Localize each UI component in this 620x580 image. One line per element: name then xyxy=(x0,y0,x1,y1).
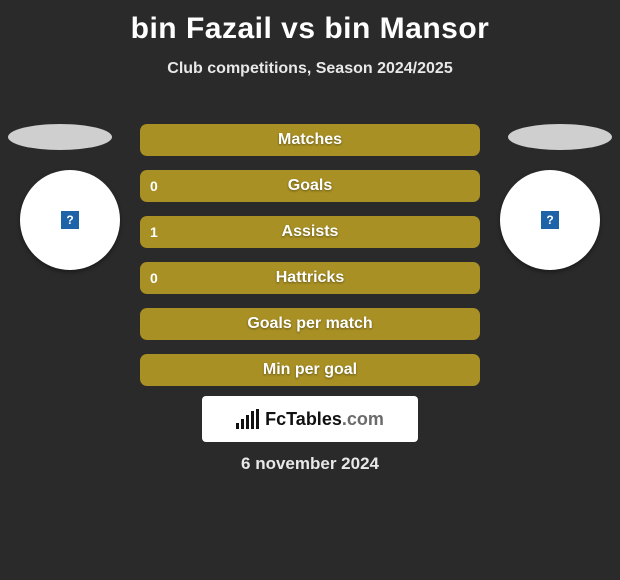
stats-rows: MatchesGoals0Assists1Hattricks0Goals per… xyxy=(140,124,480,386)
stat-value-left: 0 xyxy=(150,170,158,202)
logo-bars-icon xyxy=(236,409,259,429)
stat-row: Goals per match xyxy=(140,308,480,340)
page-title: bin Fazail vs bin Mansor xyxy=(0,0,620,46)
stat-label: Goals per match xyxy=(140,308,480,340)
snapshot-date: 6 november 2024 xyxy=(0,454,620,474)
player-avatar-right: ? xyxy=(500,170,600,270)
stat-row: Min per goal xyxy=(140,354,480,386)
stat-label: Matches xyxy=(140,124,480,156)
logo-text: FcTables.com xyxy=(265,409,384,430)
shadow-ellipse-left xyxy=(8,124,112,150)
shadow-ellipse-right xyxy=(508,124,612,150)
stat-value-left: 0 xyxy=(150,262,158,294)
stat-label: Assists xyxy=(140,216,480,248)
stat-row: Assists1 xyxy=(140,216,480,248)
stat-row: Hattricks0 xyxy=(140,262,480,294)
stat-row: Matches xyxy=(140,124,480,156)
stat-label: Goals xyxy=(140,170,480,202)
fctables-logo: FcTables.com xyxy=(202,396,418,442)
avatar-badge-left: ? xyxy=(59,209,81,231)
stat-label: Min per goal xyxy=(140,354,480,386)
player-avatar-left: ? xyxy=(20,170,120,270)
page-subtitle: Club competitions, Season 2024/2025 xyxy=(0,60,620,78)
stat-row: Goals0 xyxy=(140,170,480,202)
stat-value-left: 1 xyxy=(150,216,158,248)
stat-label: Hattricks xyxy=(140,262,480,294)
avatar-badge-right: ? xyxy=(539,209,561,231)
